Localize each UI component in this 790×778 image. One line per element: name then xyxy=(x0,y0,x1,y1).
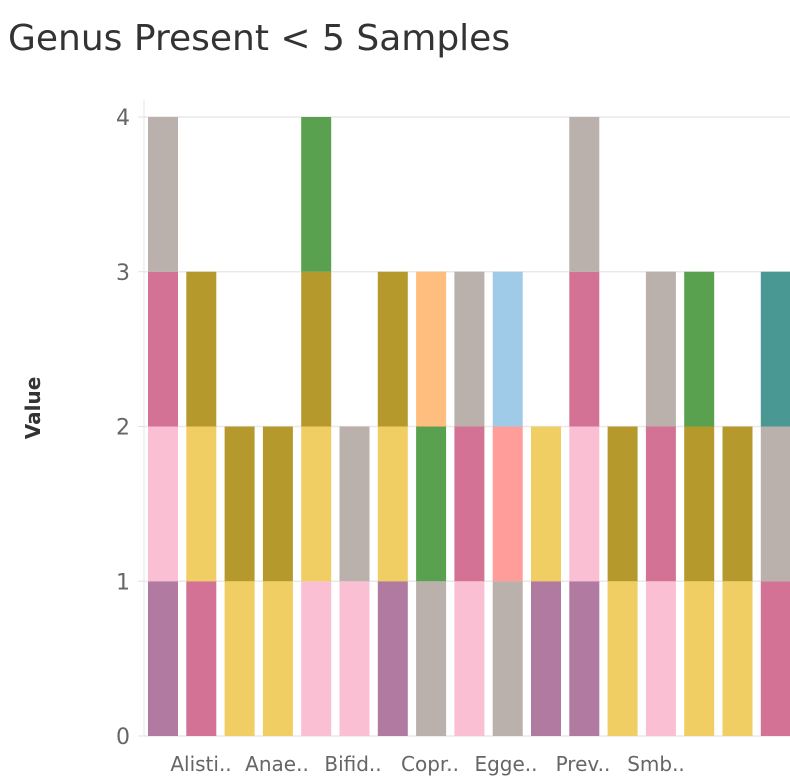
bar-segment-green xyxy=(301,117,332,272)
bar-segment-purple xyxy=(569,581,600,736)
bar xyxy=(186,271,217,736)
x-tick-label: Alisti.. xyxy=(170,752,231,776)
bar xyxy=(339,426,370,736)
y-tick-label: 4 xyxy=(116,106,130,131)
bar xyxy=(492,271,523,736)
y-tick-label: 0 xyxy=(116,725,130,750)
bar-segment-lightblue xyxy=(492,271,523,427)
bars xyxy=(148,117,790,736)
x-tick-label: Prev.. xyxy=(556,752,611,776)
bar-segment-salmon xyxy=(492,426,523,582)
bar-segment-olive xyxy=(607,426,638,582)
bar-segment-olive xyxy=(224,426,255,582)
bar-segment-pink xyxy=(339,581,370,736)
x-tick-label: Copr.. xyxy=(401,752,459,776)
chart-title: Genus Present < 5 Samples xyxy=(8,18,511,59)
bar xyxy=(722,426,753,736)
bar xyxy=(645,271,676,736)
bar-segment-pink xyxy=(301,581,332,736)
x-tick-label: Anae.. xyxy=(245,752,309,776)
bar xyxy=(531,426,561,736)
bar xyxy=(607,426,638,736)
y-tick-label: 2 xyxy=(116,416,130,441)
bar-segment-purple xyxy=(531,581,561,736)
bar xyxy=(301,117,332,736)
bar-segment-olive xyxy=(262,426,293,582)
bar xyxy=(416,271,447,736)
bar-segment-rose xyxy=(569,271,600,427)
x-tick-label: Bifid.. xyxy=(324,752,381,776)
bar-segment-rose xyxy=(454,426,485,582)
bar-segment-olive xyxy=(186,271,217,427)
bar-segment-taupe xyxy=(645,271,676,427)
x-tick-label: Smb.. xyxy=(627,752,685,776)
y-tick-label: 1 xyxy=(116,570,130,595)
bar-segment-green xyxy=(684,271,715,427)
bar-segment-green xyxy=(416,426,447,582)
bar-segment-pink xyxy=(148,426,178,582)
bar-segment-olive xyxy=(722,426,753,582)
bar-segment-yellow xyxy=(607,581,638,736)
bar-segment-rose xyxy=(760,581,790,736)
bar-segment-pink xyxy=(569,426,600,582)
x-axis: Alisti.. Anae.. Bifid.. Copr.. Egge.. Prev.. S… xyxy=(170,752,684,776)
bar-segment-purple xyxy=(148,581,178,736)
y-axis: 0 1 2 3 4 xyxy=(116,100,145,750)
bar xyxy=(148,117,178,736)
bar xyxy=(569,117,600,736)
bar xyxy=(760,271,790,736)
bar-segment-taupe xyxy=(339,426,370,582)
bar-segment-rose xyxy=(645,426,676,582)
bar-segment-teal xyxy=(760,271,790,427)
x-tick-label: Egge.. xyxy=(474,752,537,776)
bar-segment-yellow xyxy=(224,581,255,736)
bar-segment-taupe xyxy=(569,117,600,272)
bar-segment-olive xyxy=(377,271,408,427)
bar-segment-rose xyxy=(148,271,178,427)
bar-segment-purple xyxy=(377,581,408,736)
bar-segment-taupe xyxy=(416,581,447,736)
bar-segment-yellow xyxy=(684,581,715,736)
bar-segment-taupe xyxy=(148,117,178,272)
bar xyxy=(262,426,293,736)
bar-segment-taupe xyxy=(454,271,485,427)
bar-segment-olive xyxy=(684,426,715,582)
bar-segment-yellow xyxy=(722,581,753,736)
bar-segment-yellow xyxy=(262,581,293,736)
bar xyxy=(454,271,485,736)
bar-segment-olive xyxy=(301,271,332,427)
bar-segment-rose xyxy=(186,581,217,736)
bar xyxy=(224,426,255,736)
bar xyxy=(684,271,715,736)
bar-segment-taupe xyxy=(760,426,790,582)
bar xyxy=(377,271,408,736)
bar-segment-yellow xyxy=(301,426,332,582)
bar-segment-pink xyxy=(645,581,676,736)
y-tick-label: 3 xyxy=(116,261,130,286)
bar-segment-pink xyxy=(454,581,485,736)
bar-segment-yellow xyxy=(186,426,217,582)
bar-segment-yellow xyxy=(531,426,561,582)
bar-segment-taupe xyxy=(492,581,523,736)
y-axis-title: Value xyxy=(21,377,45,440)
bar-segment-yellow xyxy=(377,426,408,582)
bar-segment-orange xyxy=(416,271,447,427)
